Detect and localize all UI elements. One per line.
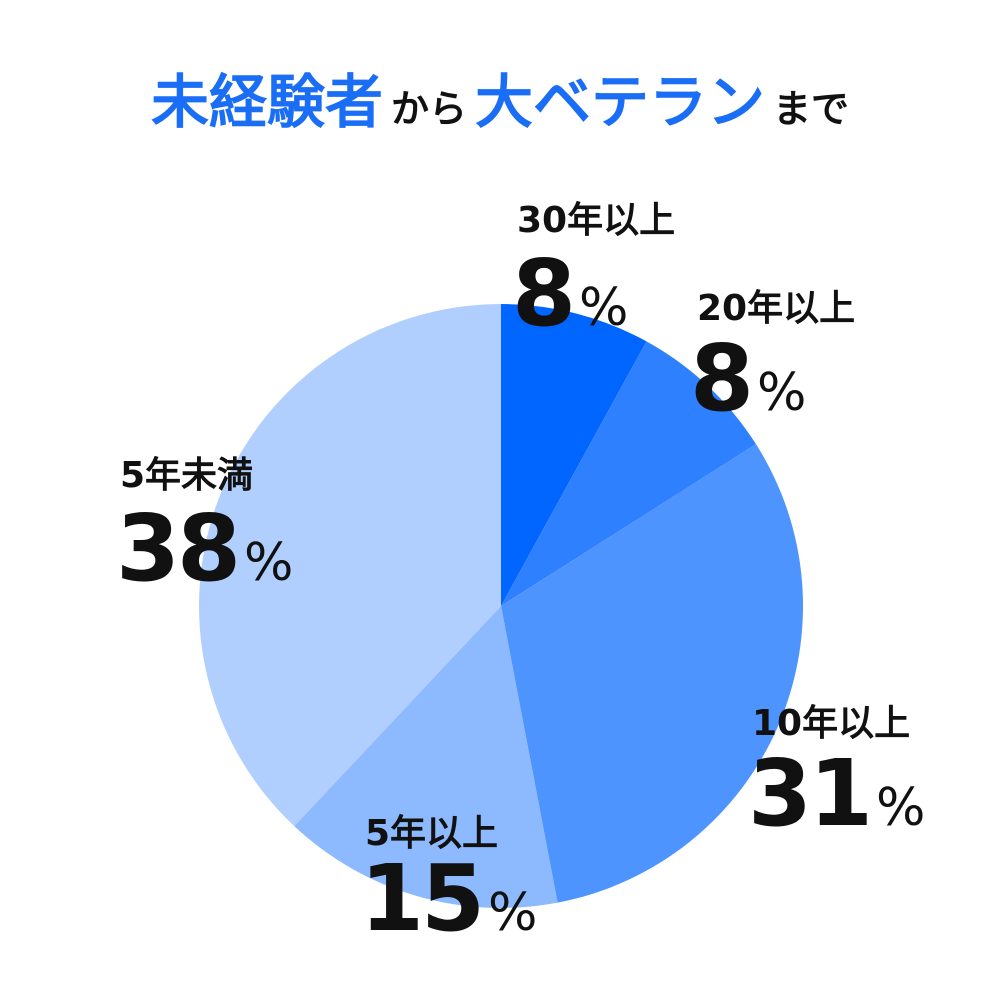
title-part: 大ベテラン	[475, 68, 765, 136]
slice-category: 5年未満	[120, 455, 253, 496]
title-part: まで	[773, 87, 849, 131]
pie-slice	[501, 304, 647, 606]
pie-slice	[199, 304, 501, 827]
slice-category: 30年以上	[517, 200, 675, 241]
slice-category: 10年以上	[752, 703, 910, 744]
chart-title: 未経験者 から 大ベテラン まで	[151, 68, 849, 136]
slice-value-label: 38%	[116, 495, 293, 602]
pie-slice	[501, 444, 804, 903]
pie-slice	[501, 341, 756, 606]
slice-value-label: 8%	[690, 325, 806, 432]
slice-value-label: 15%	[360, 845, 537, 952]
title-part: 未経験者	[151, 68, 383, 136]
slice-value-label: 8%	[512, 240, 628, 347]
slice-value-label: 31%	[748, 740, 925, 847]
pie-slice	[294, 606, 558, 909]
slice-category: 20年以上	[697, 288, 855, 329]
title-part: から	[391, 87, 467, 131]
slice-category: 5年以上	[365, 813, 498, 854]
